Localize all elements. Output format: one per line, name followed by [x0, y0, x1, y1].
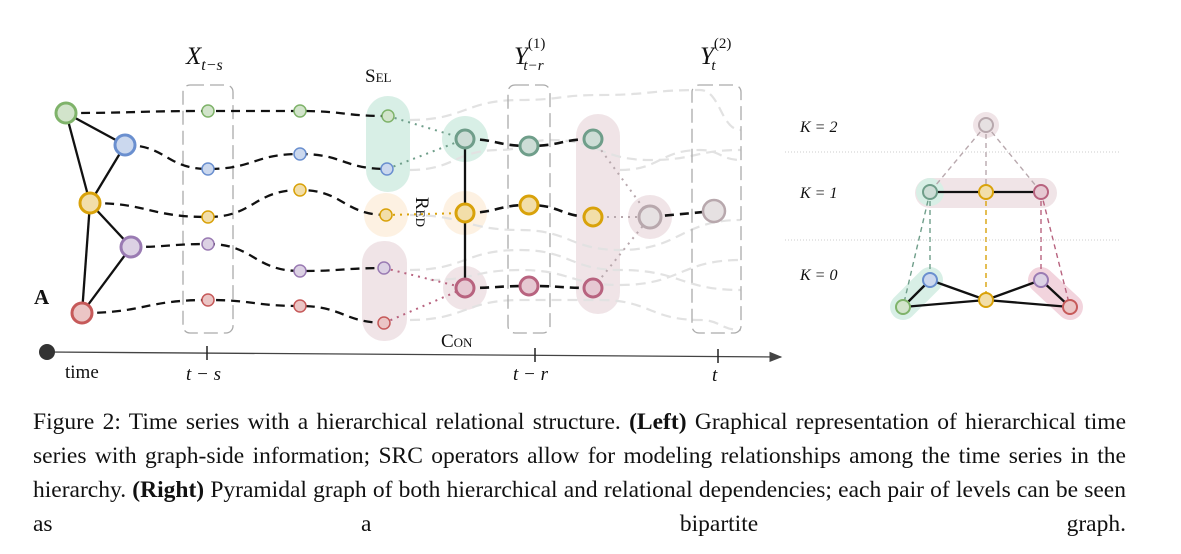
red-label: Red: [411, 197, 432, 227]
caption-right-tag: (Right): [132, 477, 205, 503]
node: [377, 316, 391, 330]
ghost-series: [409, 298, 742, 332]
graph-edge: [985, 278, 1042, 302]
node: [637, 204, 663, 230]
node: [113, 133, 137, 157]
time-series: [130, 242, 388, 273]
hierarchy-link: [902, 191, 931, 308]
time-axis: time t − s t − r t: [39, 344, 783, 386]
time-series: [89, 188, 388, 219]
tick-t-minus-s: t − s: [186, 364, 221, 385]
node: [293, 299, 307, 313]
figure-caption: Figure 2: Time series with a hierarchica…: [33, 405, 1126, 541]
node: [379, 208, 393, 222]
figure-diagram: Xt−s Sel Red Con Y(1) t−r Y(2) t A time t …: [34, 36, 1120, 386]
node: [454, 128, 476, 150]
node: [201, 237, 215, 251]
node: [518, 135, 540, 157]
ghost-series: [409, 88, 742, 132]
node: [201, 162, 215, 176]
node: [978, 117, 994, 133]
x-label: Xt−s: [185, 43, 223, 74]
node: [70, 301, 94, 325]
node: [201, 210, 215, 224]
node: [978, 292, 994, 308]
node: [78, 191, 102, 215]
caption-right-text: Pyramidal graph of both hierarchical and…: [33, 477, 1126, 537]
node: [381, 109, 395, 123]
node: [1062, 299, 1078, 315]
hierarchy-link: [985, 124, 1042, 193]
graph-edge: [64, 112, 92, 204]
node: [293, 147, 307, 161]
tick-t: t: [712, 365, 718, 386]
node: [201, 293, 215, 307]
node: [895, 299, 911, 315]
caption-left-tag: (Left): [629, 409, 687, 435]
ghost-series: [619, 148, 742, 172]
node: [582, 206, 604, 228]
node: [922, 184, 938, 200]
node: [201, 104, 215, 118]
graph-edge: [81, 246, 132, 314]
time-series: [81, 298, 388, 325]
node: [701, 198, 727, 224]
aggregation-link: [592, 216, 651, 289]
graph-edge: [985, 298, 1071, 309]
adjacency-label: A: [34, 285, 50, 309]
node: [293, 104, 307, 118]
node: [454, 277, 476, 299]
hierarchy-link: [929, 124, 987, 193]
y2-label: Y(2) t: [700, 36, 731, 74]
graph-edge: [929, 278, 987, 302]
node: [293, 264, 307, 278]
node: [380, 162, 394, 176]
ghost-series: [409, 138, 742, 172]
ghost-series: [409, 248, 742, 292]
node: [518, 194, 540, 216]
node: [1033, 184, 1049, 200]
tick-t-minus-r: t − r: [513, 364, 549, 385]
node: [454, 202, 476, 224]
node: [518, 275, 540, 297]
axis-start-label: time: [65, 362, 99, 383]
con-label: Con: [441, 331, 473, 352]
window-y1: [507, 84, 551, 334]
node: [119, 235, 143, 259]
level-k1-label: K = 1: [799, 185, 837, 202]
graph-edge: [902, 298, 987, 309]
caption-prefix: Figure 2: Time series with a hierarchica…: [33, 409, 621, 435]
hierarchy-link: [1040, 191, 1071, 308]
ghost-series: [429, 258, 742, 287]
node: [293, 183, 307, 197]
node: [1033, 272, 1049, 288]
window-y2: [691, 84, 742, 334]
node: [978, 184, 994, 200]
time-series: [65, 109, 388, 118]
window-x: [182, 84, 234, 334]
sel-label: Sel: [365, 66, 392, 87]
node: [377, 261, 391, 275]
aggregation-link: [383, 287, 466, 324]
y1-label: Y(1) t−r: [514, 36, 545, 74]
graph-edge: [80, 202, 92, 314]
caption-left-text: Graphical representation of hierarchical…: [33, 409, 1127, 503]
node: [54, 101, 78, 125]
node: [582, 277, 604, 299]
level-k2-label: K = 2: [799, 119, 837, 136]
node: [922, 272, 938, 288]
level-k0-label: K = 0: [799, 267, 837, 284]
time-series: [124, 143, 388, 171]
con-group: [362, 241, 407, 341]
node: [582, 128, 604, 150]
